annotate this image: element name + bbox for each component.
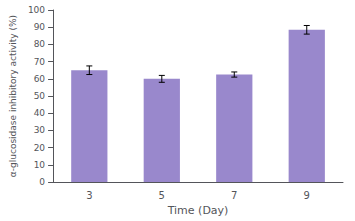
svg-text:50: 50 [34,91,46,101]
svg-text:30: 30 [34,125,46,135]
svg-text:0: 0 [39,177,45,187]
svg-text:100: 100 [28,5,45,15]
svg-text:10: 10 [34,160,46,170]
svg-text:α-glucosidase inhibitory activ: α-glucosidase inhibitory activity (%) [8,15,18,177]
svg-text:3: 3 [86,190,92,201]
svg-text:60: 60 [34,74,46,84]
svg-text:90: 90 [34,22,46,32]
svg-text:20: 20 [34,143,46,153]
svg-text:7: 7 [231,190,237,201]
svg-text:40: 40 [34,108,46,118]
svg-text:Time (Day): Time (Day) [167,204,229,217]
svg-text:80: 80 [34,39,46,49]
svg-text:70: 70 [34,57,46,67]
svg-text:9: 9 [304,190,310,201]
svg-text:5: 5 [159,190,165,201]
